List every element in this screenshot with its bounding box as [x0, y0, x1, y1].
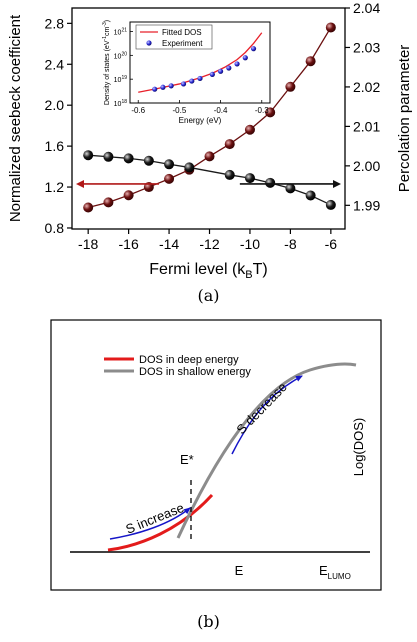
s-decrease-arrow — [231, 375, 303, 455]
inset-x-axis-label: Energy (eV) — [179, 116, 222, 125]
percolation-point — [164, 159, 175, 170]
shallow-dos-curve — [176, 362, 357, 539]
percolation-point — [184, 162, 195, 173]
inset-legend-experiment-swatch — [146, 40, 152, 46]
inset-y-tick-label: 1021 — [114, 28, 128, 37]
inset-x-tick-label: -0.3 — [255, 106, 269, 115]
plot-frame — [71, 7, 346, 230]
x-tick-label: -14 — [159, 236, 179, 252]
inset-experiment-point — [209, 71, 215, 78]
inset-y-tick-label: 1019 — [114, 75, 128, 84]
log-dos-label: Log(DOS) — [351, 418, 366, 477]
inset-experiment-point — [160, 84, 166, 90]
seebeck-point — [265, 107, 276, 118]
chart-a: -18 -16 -14 -12 -10 -8 -6 0.8 1.2 1.6 2.0 2.4 2.8 1.9… — [7, 0, 413, 281]
x-tick-label: -18 — [78, 236, 98, 252]
panel-label-a: (a) — [197, 286, 220, 305]
inset-experiment-point — [152, 86, 158, 92]
y-left-tick-label: 2.0 — [45, 97, 65, 113]
y-left-tick-label: 2.8 — [45, 15, 65, 31]
percolation-point — [123, 153, 134, 164]
y-right-axis-label: Percolation parameter — [396, 45, 413, 193]
inset-experiment-point — [217, 68, 224, 74]
inset-y-tick-label: 1018 — [114, 99, 128, 108]
inset-experiment-point — [180, 81, 187, 87]
percolation-point — [83, 150, 94, 161]
y-right-tick-label: 2.04 — [353, 0, 380, 16]
seebeck-point — [123, 190, 134, 201]
percolation-point — [224, 169, 235, 180]
x-axis-label: Fermi level (kBT) — [149, 261, 267, 281]
percolation-point — [325, 199, 336, 210]
seebeck-point — [244, 124, 255, 135]
y-right-tick-label: 1.99 — [353, 197, 380, 213]
y-left-tick-label: 1.2 — [45, 179, 65, 195]
percolation-point — [143, 155, 154, 166]
percolation-point — [265, 177, 276, 188]
inset-x-tick-label: -0.5 — [173, 106, 187, 115]
inset-legend-fit-label: Fitted DOS — [162, 28, 202, 37]
inset-x-tick-label: -0.4 — [214, 106, 228, 115]
legend-shallow-label: DOS in shallow energy — [139, 366, 251, 378]
inset-y-tick-label: 1020 — [114, 51, 128, 60]
y-right-tick-label: 2.02 — [353, 79, 380, 95]
e-star-label: E* — [180, 452, 194, 467]
inset-experiment-point — [168, 83, 174, 89]
y-left-tick-label: 1.6 — [45, 138, 65, 154]
percolation-point — [285, 183, 296, 194]
seebeck-point — [164, 173, 175, 184]
x-tick-label: -12 — [199, 236, 219, 252]
right-axis-arrow-head — [333, 179, 341, 188]
inset-experiment-point — [197, 75, 203, 82]
y-left-tick-label: 2.4 — [45, 56, 65, 72]
inset-experiment-point — [189, 78, 195, 84]
seebeck-point — [285, 81, 296, 92]
seebeck-point — [103, 197, 114, 208]
inset-experiment-point — [242, 55, 248, 61]
energy-label: E — [235, 563, 244, 578]
inset-experiment-point — [226, 65, 232, 71]
inset-experiment-point — [250, 46, 257, 52]
e-lumo-label: ELUMO — [319, 563, 351, 581]
y-left-axis-label: Normalized seebeck coefficient — [7, 14, 24, 222]
legend-deep-label: DOS in deep energy — [139, 354, 239, 366]
left-axis-arrow-head — [76, 179, 84, 188]
percolation-point — [244, 173, 255, 184]
inset-x-tick-label: -0.6 — [131, 106, 145, 115]
x-tick-label: -6 — [325, 236, 338, 252]
seebeck-point — [325, 22, 336, 33]
panel-label-b: (b) — [197, 612, 220, 631]
s-increase-arrow — [109, 507, 191, 540]
inset-experiment-point — [234, 61, 240, 67]
y-left-tick-label: 0.8 — [45, 220, 65, 236]
deep-dos-curve — [107, 493, 214, 552]
seebeck-point — [83, 202, 94, 213]
x-tick-label: -10 — [240, 236, 260, 252]
x-tick-label: -8 — [284, 236, 297, 252]
inset-y-axis-label: Density of states (eV-1cm-3) — [102, 20, 111, 105]
seebeck-point — [305, 56, 316, 67]
y-right-tick-label: 2.03 — [353, 39, 380, 55]
inset-legend-experiment-label: Experiment — [162, 39, 203, 48]
y-right-tick-label: 2.00 — [353, 158, 380, 174]
percolation-point — [305, 190, 316, 201]
seebeck-point — [204, 151, 215, 162]
percolation-point — [103, 151, 114, 162]
seebeck-point — [224, 139, 235, 150]
y-right-tick-label: 2.01 — [353, 118, 380, 134]
x-tick-label: -16 — [119, 236, 139, 252]
